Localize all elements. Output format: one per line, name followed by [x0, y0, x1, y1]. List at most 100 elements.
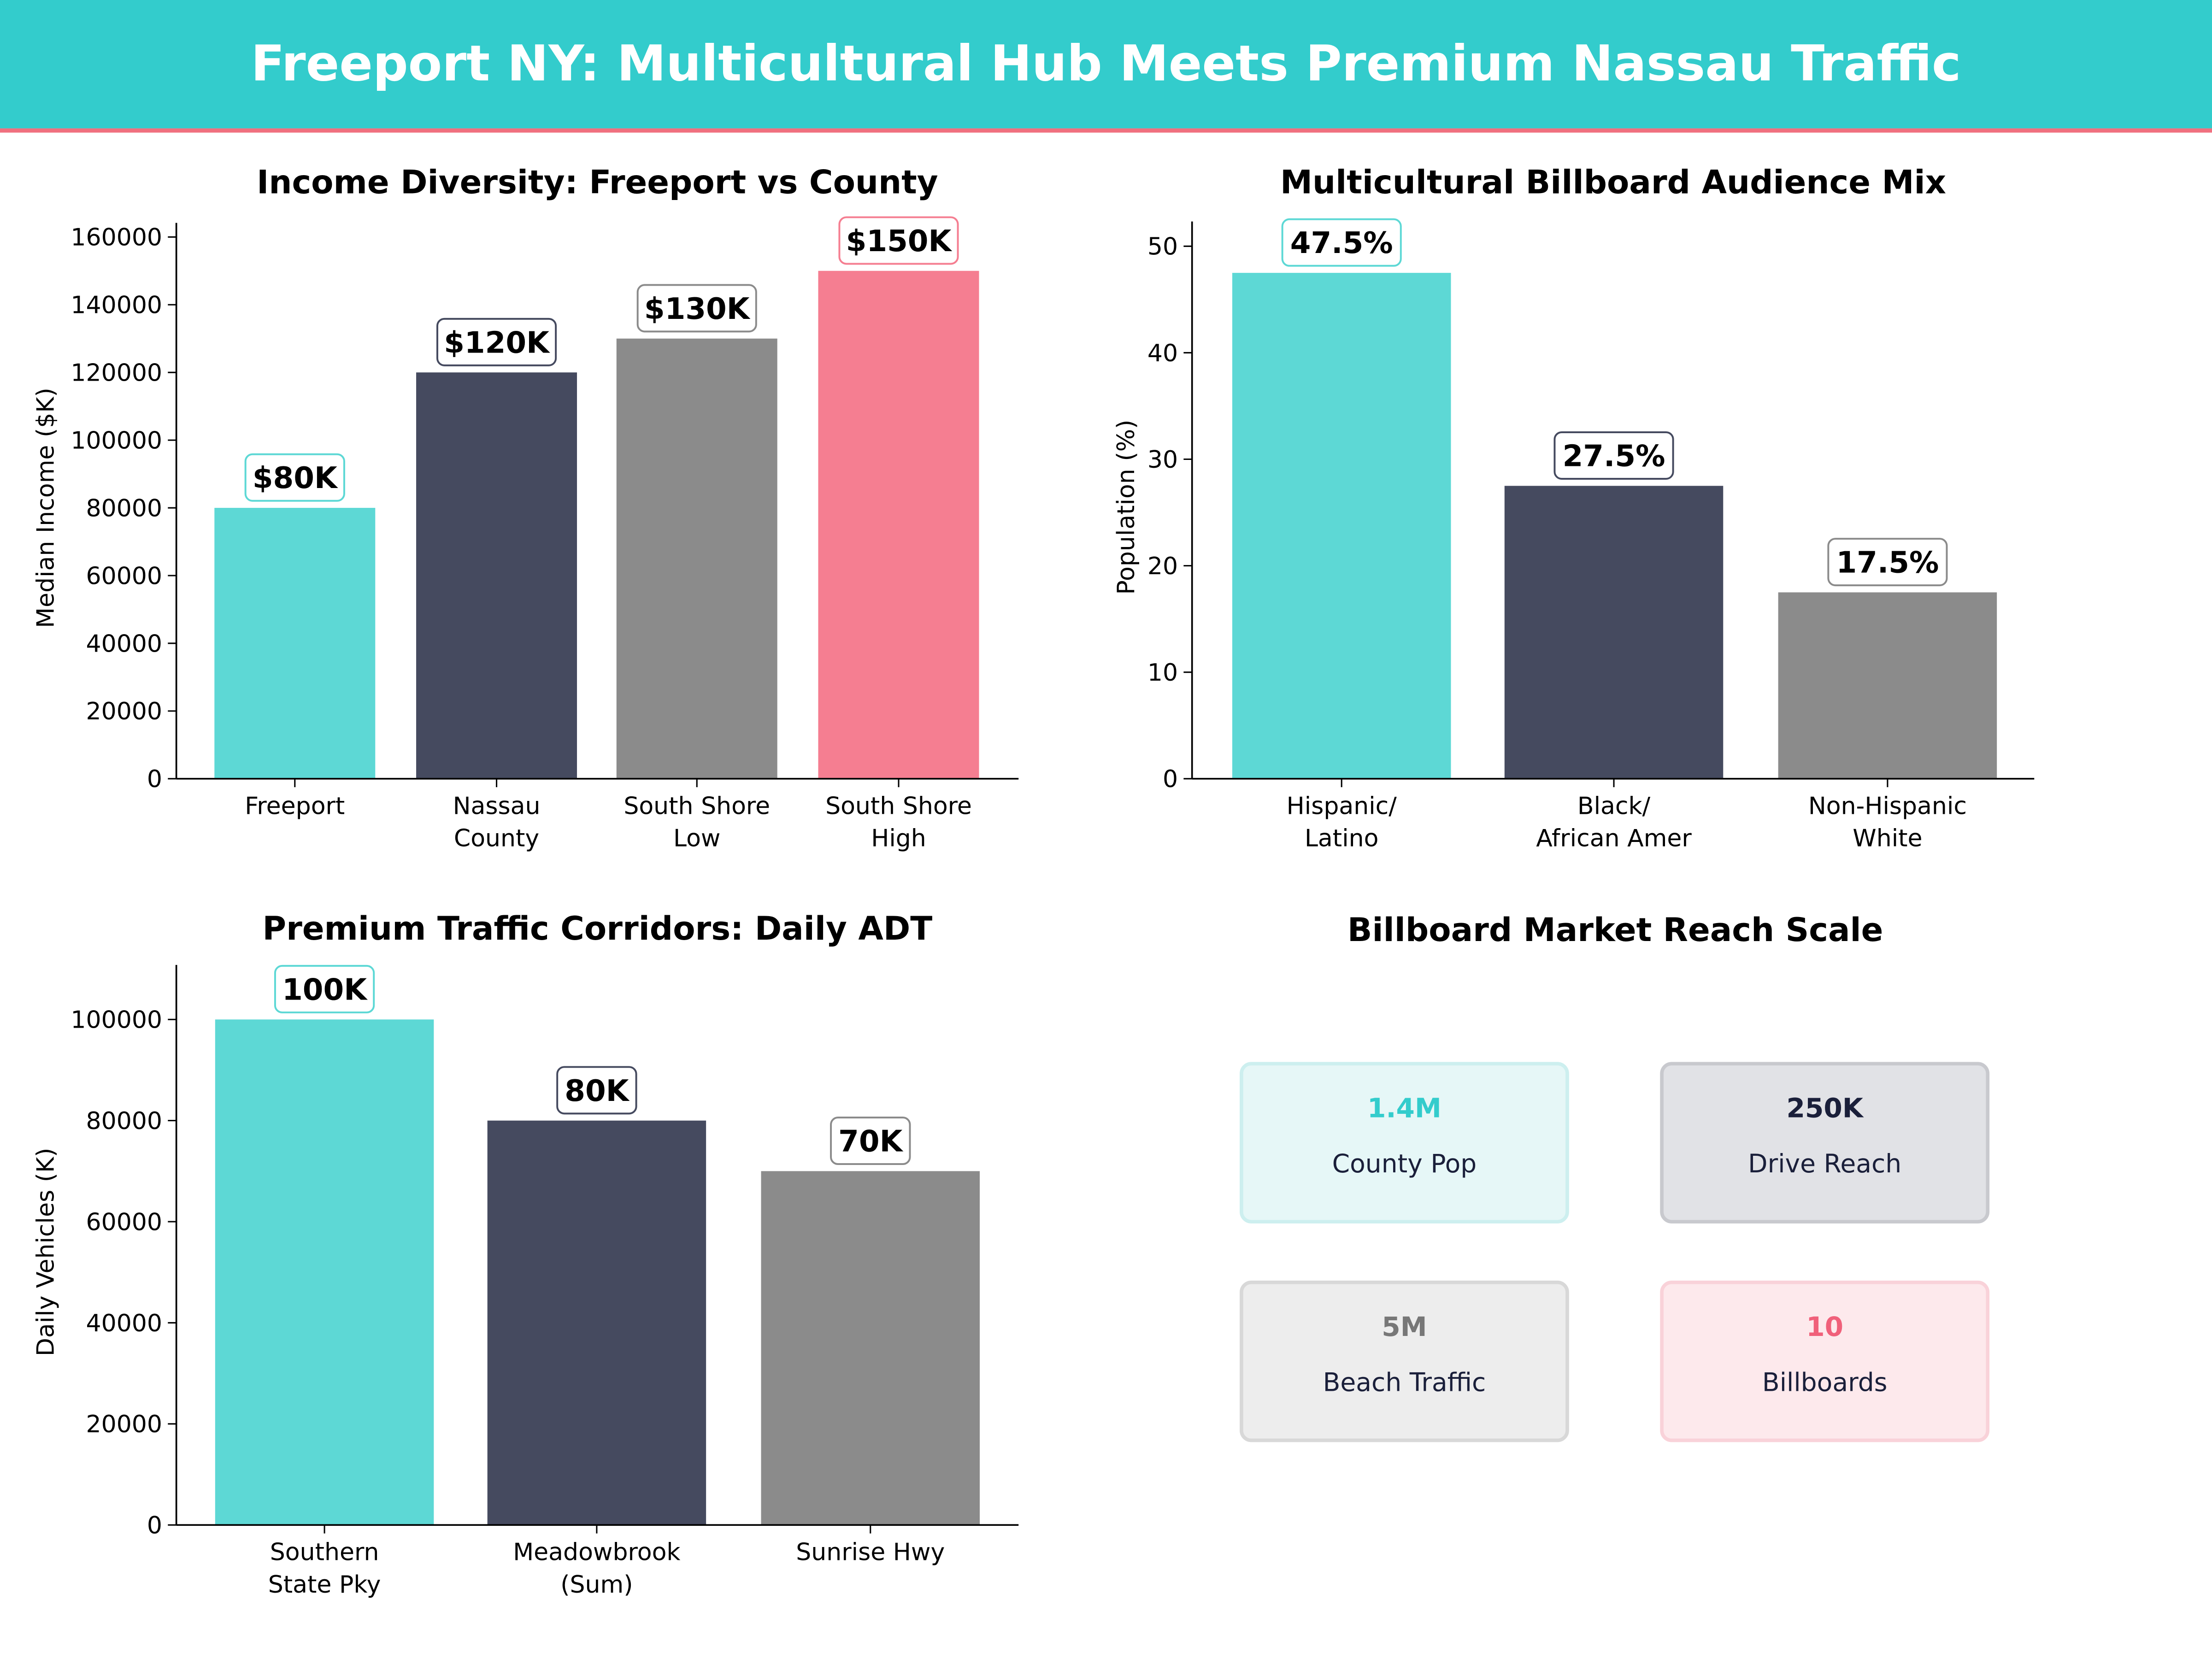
metric-card: 5M Beach Traffic [1240, 1280, 1569, 1442]
x-tick-label: African Amer [1536, 825, 1692, 853]
y-tick-label: 140000 [71, 292, 162, 319]
data-label-box [1553, 431, 1674, 480]
bar [487, 1120, 706, 1525]
x-tick-label: State Pky [268, 1571, 381, 1599]
chart-title: Income Diversity: Freeport vs County [257, 163, 938, 201]
card-label: Beach Traffic [1323, 1367, 1486, 1397]
x-tick-label: Southern [270, 1539, 379, 1566]
card-label: Drive Reach [1748, 1149, 1901, 1178]
data-label-box [274, 965, 375, 1013]
y-tick-label: 20 [1147, 553, 1178, 580]
data-label: $130K [644, 292, 751, 326]
x-tick-label: South Shore [825, 792, 972, 820]
x-tick-label: Freeport [245, 792, 345, 820]
data-label-box [556, 1066, 637, 1115]
metric-card: 250K Drive Reach [1660, 1062, 1990, 1224]
card-label: County Pop [1332, 1149, 1477, 1178]
y-tick-label: 40000 [86, 630, 163, 658]
data-label-box [436, 318, 557, 366]
data-label: 80K [565, 1074, 629, 1108]
y-tick-label: 120000 [71, 359, 162, 387]
data-label: $120K [444, 325, 550, 360]
card-value: 10 [1806, 1311, 1843, 1342]
y-tick-label: 20000 [86, 1411, 163, 1438]
y-tick-label: 80000 [86, 1107, 163, 1135]
data-label-box [636, 284, 757, 333]
y-tick-label: 50 [1147, 233, 1178, 261]
bar [616, 338, 777, 779]
data-label-box [838, 216, 959, 265]
card-box [1240, 1062, 1569, 1224]
x-tick-label: Sunrise Hwy [796, 1539, 945, 1566]
data-label: 100K [282, 972, 368, 1007]
bar [818, 271, 979, 779]
chart-title: Premium Traffic Corridors: Daily ADT [263, 910, 933, 947]
header-accent-line [0, 128, 2212, 133]
bar [215, 1019, 434, 1525]
y-axis-label: Population (%) [1112, 420, 1140, 595]
reach-title: Billboard Market Reach Scale [1347, 911, 1883, 949]
y-tick-label: 80000 [86, 494, 163, 522]
x-tick-label: Black/ [1577, 792, 1651, 820]
bar [416, 372, 577, 779]
bar [214, 508, 376, 779]
card-value: 5M [1382, 1311, 1427, 1342]
card-box [1240, 1280, 1569, 1442]
y-tick-label: 20000 [86, 698, 163, 725]
y-tick-label: 0 [147, 765, 162, 793]
traffic-chart: Premium Traffic Corridors: Daily ADT Dail… [32, 910, 1019, 1599]
x-tick-label: County [454, 825, 539, 853]
metric-card: 10 Billboards [1660, 1280, 1990, 1442]
y-tick-label: 40 [1147, 340, 1178, 367]
y-tick-label: 0 [1163, 765, 1178, 793]
x-tick-label: High [871, 825, 926, 853]
card-box [1660, 1280, 1990, 1442]
y-axis-label: Daily Vehicles (K) [32, 1148, 59, 1357]
x-tick-label: Hispanic/ [1287, 792, 1397, 820]
y-axis-label: Median Income ($K) [32, 388, 59, 628]
x-tick-label: White [1853, 825, 1922, 853]
y-tick-label: 160000 [71, 224, 162, 252]
y-tick-label: 0 [147, 1512, 162, 1540]
data-label-box [244, 453, 345, 502]
data-label: 17.5% [1836, 546, 1939, 580]
reach-panel: Billboard Market Reach Scale 1.4M County … [1240, 911, 1990, 1442]
data-label-box [830, 1117, 911, 1165]
bar [761, 1171, 980, 1525]
page-title: Freeport NY: Multicultural Hub Meets Pre… [251, 35, 1961, 92]
x-tick-label: South Shore [624, 792, 770, 820]
card-label: Billboards [1762, 1367, 1888, 1397]
income-chart: Income Diversity: Freeport vs County Medi… [32, 163, 1019, 853]
x-tick-label: Meadowbrook [513, 1539, 680, 1566]
metric-card: 1.4M County Pop [1240, 1062, 1569, 1224]
y-tick-label: 30 [1147, 446, 1178, 474]
y-tick-label: 10 [1147, 659, 1178, 687]
x-tick-label: Non-Hispanic [1808, 792, 1967, 820]
y-tick-label: 100000 [71, 427, 162, 454]
card-value: 1.4M [1367, 1092, 1441, 1124]
x-tick-label: (Sum) [560, 1571, 633, 1599]
x-tick-label: Latino [1305, 825, 1379, 853]
audience-mix-chart: Multicultural Billboard Audience Mix Popu… [1112, 163, 2035, 853]
card-box [1660, 1062, 1990, 1224]
data-label-box [1827, 538, 1948, 587]
y-tick-label: 40000 [86, 1310, 163, 1337]
card-value: 250K [1786, 1092, 1864, 1124]
data-label: 70K [838, 1124, 903, 1159]
data-label: 47.5% [1290, 226, 1393, 260]
y-tick-label: 60000 [86, 562, 163, 590]
chart-title: Multicultural Billboard Audience Mix [1280, 163, 1946, 201]
x-tick-label: Low [673, 825, 720, 853]
bar [1778, 592, 1997, 779]
y-tick-label: 60000 [86, 1208, 163, 1236]
x-tick-label: Nassau [453, 792, 541, 820]
bar [1232, 273, 1451, 779]
y-tick-label: 100000 [71, 1006, 162, 1034]
header-bar [0, 0, 2212, 129]
data-label: $80K [253, 461, 338, 495]
bar [1504, 486, 1724, 779]
data-label-box [1281, 218, 1402, 267]
data-label: 27.5% [1563, 439, 1665, 473]
data-label: $150K [846, 224, 953, 259]
